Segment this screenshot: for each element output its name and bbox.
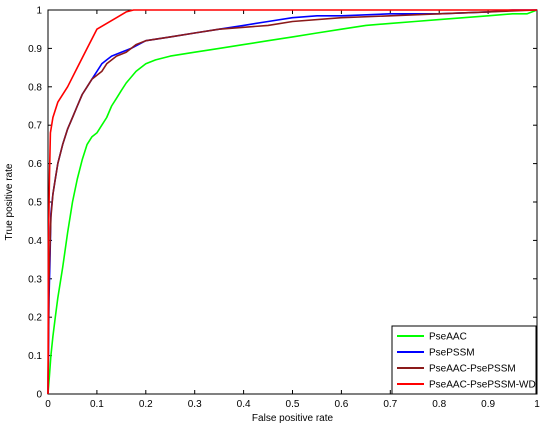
x-axis-label: False positive rate: [252, 413, 334, 424]
y-tick-label: 0.4: [28, 236, 42, 247]
y-tick-label: 0.5: [28, 198, 42, 209]
y-axis-label: True positive rate: [4, 163, 15, 240]
x-tick-label: 0.3: [188, 399, 202, 410]
x-tick-label: 1: [534, 399, 540, 410]
y-tick-label: 0.8: [28, 82, 42, 93]
legend-label: PseAAC-PsePSSM-WD: [429, 380, 536, 391]
legend-box: [391, 325, 537, 395]
legend-label: PsePSSM: [429, 348, 475, 359]
x-tick-label: 0.2: [139, 399, 153, 410]
y-tick-label: 0.9: [28, 44, 42, 55]
x-tick-label: 0.7: [383, 399, 397, 410]
x-tick-label: 0: [45, 399, 51, 410]
y-tick-label: 0.3: [28, 274, 42, 285]
x-tick-label: 0.9: [481, 399, 495, 410]
x-tick-label: 0.5: [286, 399, 300, 410]
y-tick-label: 0: [36, 390, 42, 401]
x-tick-label: 0.8: [432, 399, 446, 410]
y-tick-label: 0.6: [28, 159, 42, 170]
x-tick-label: 0.6: [334, 399, 348, 410]
y-tick-label: 1: [36, 6, 42, 17]
series-line-pseaac-psepssm: [47, 9, 538, 395]
x-tick-label: 0.1: [90, 399, 104, 410]
y-tick-label: 0.1: [28, 351, 42, 362]
x-tick-label: 0.4: [237, 399, 251, 410]
series-line-pseaac: [47, 9, 538, 395]
legend-label: PseAAC-PsePSSM: [429, 364, 516, 375]
y-tick-label: 0.2: [28, 313, 42, 324]
series-line-pseaac-psepssm-wd: [47, 9, 537, 395]
legend: PseAAC PsePSSM PseAAC-PsePSSM PseAAC-PsePSS…: [391, 325, 537, 395]
legend-label: PseAAC: [429, 332, 467, 343]
y-tick-label: 0.7: [28, 121, 42, 132]
series-lines: [47, 9, 538, 395]
